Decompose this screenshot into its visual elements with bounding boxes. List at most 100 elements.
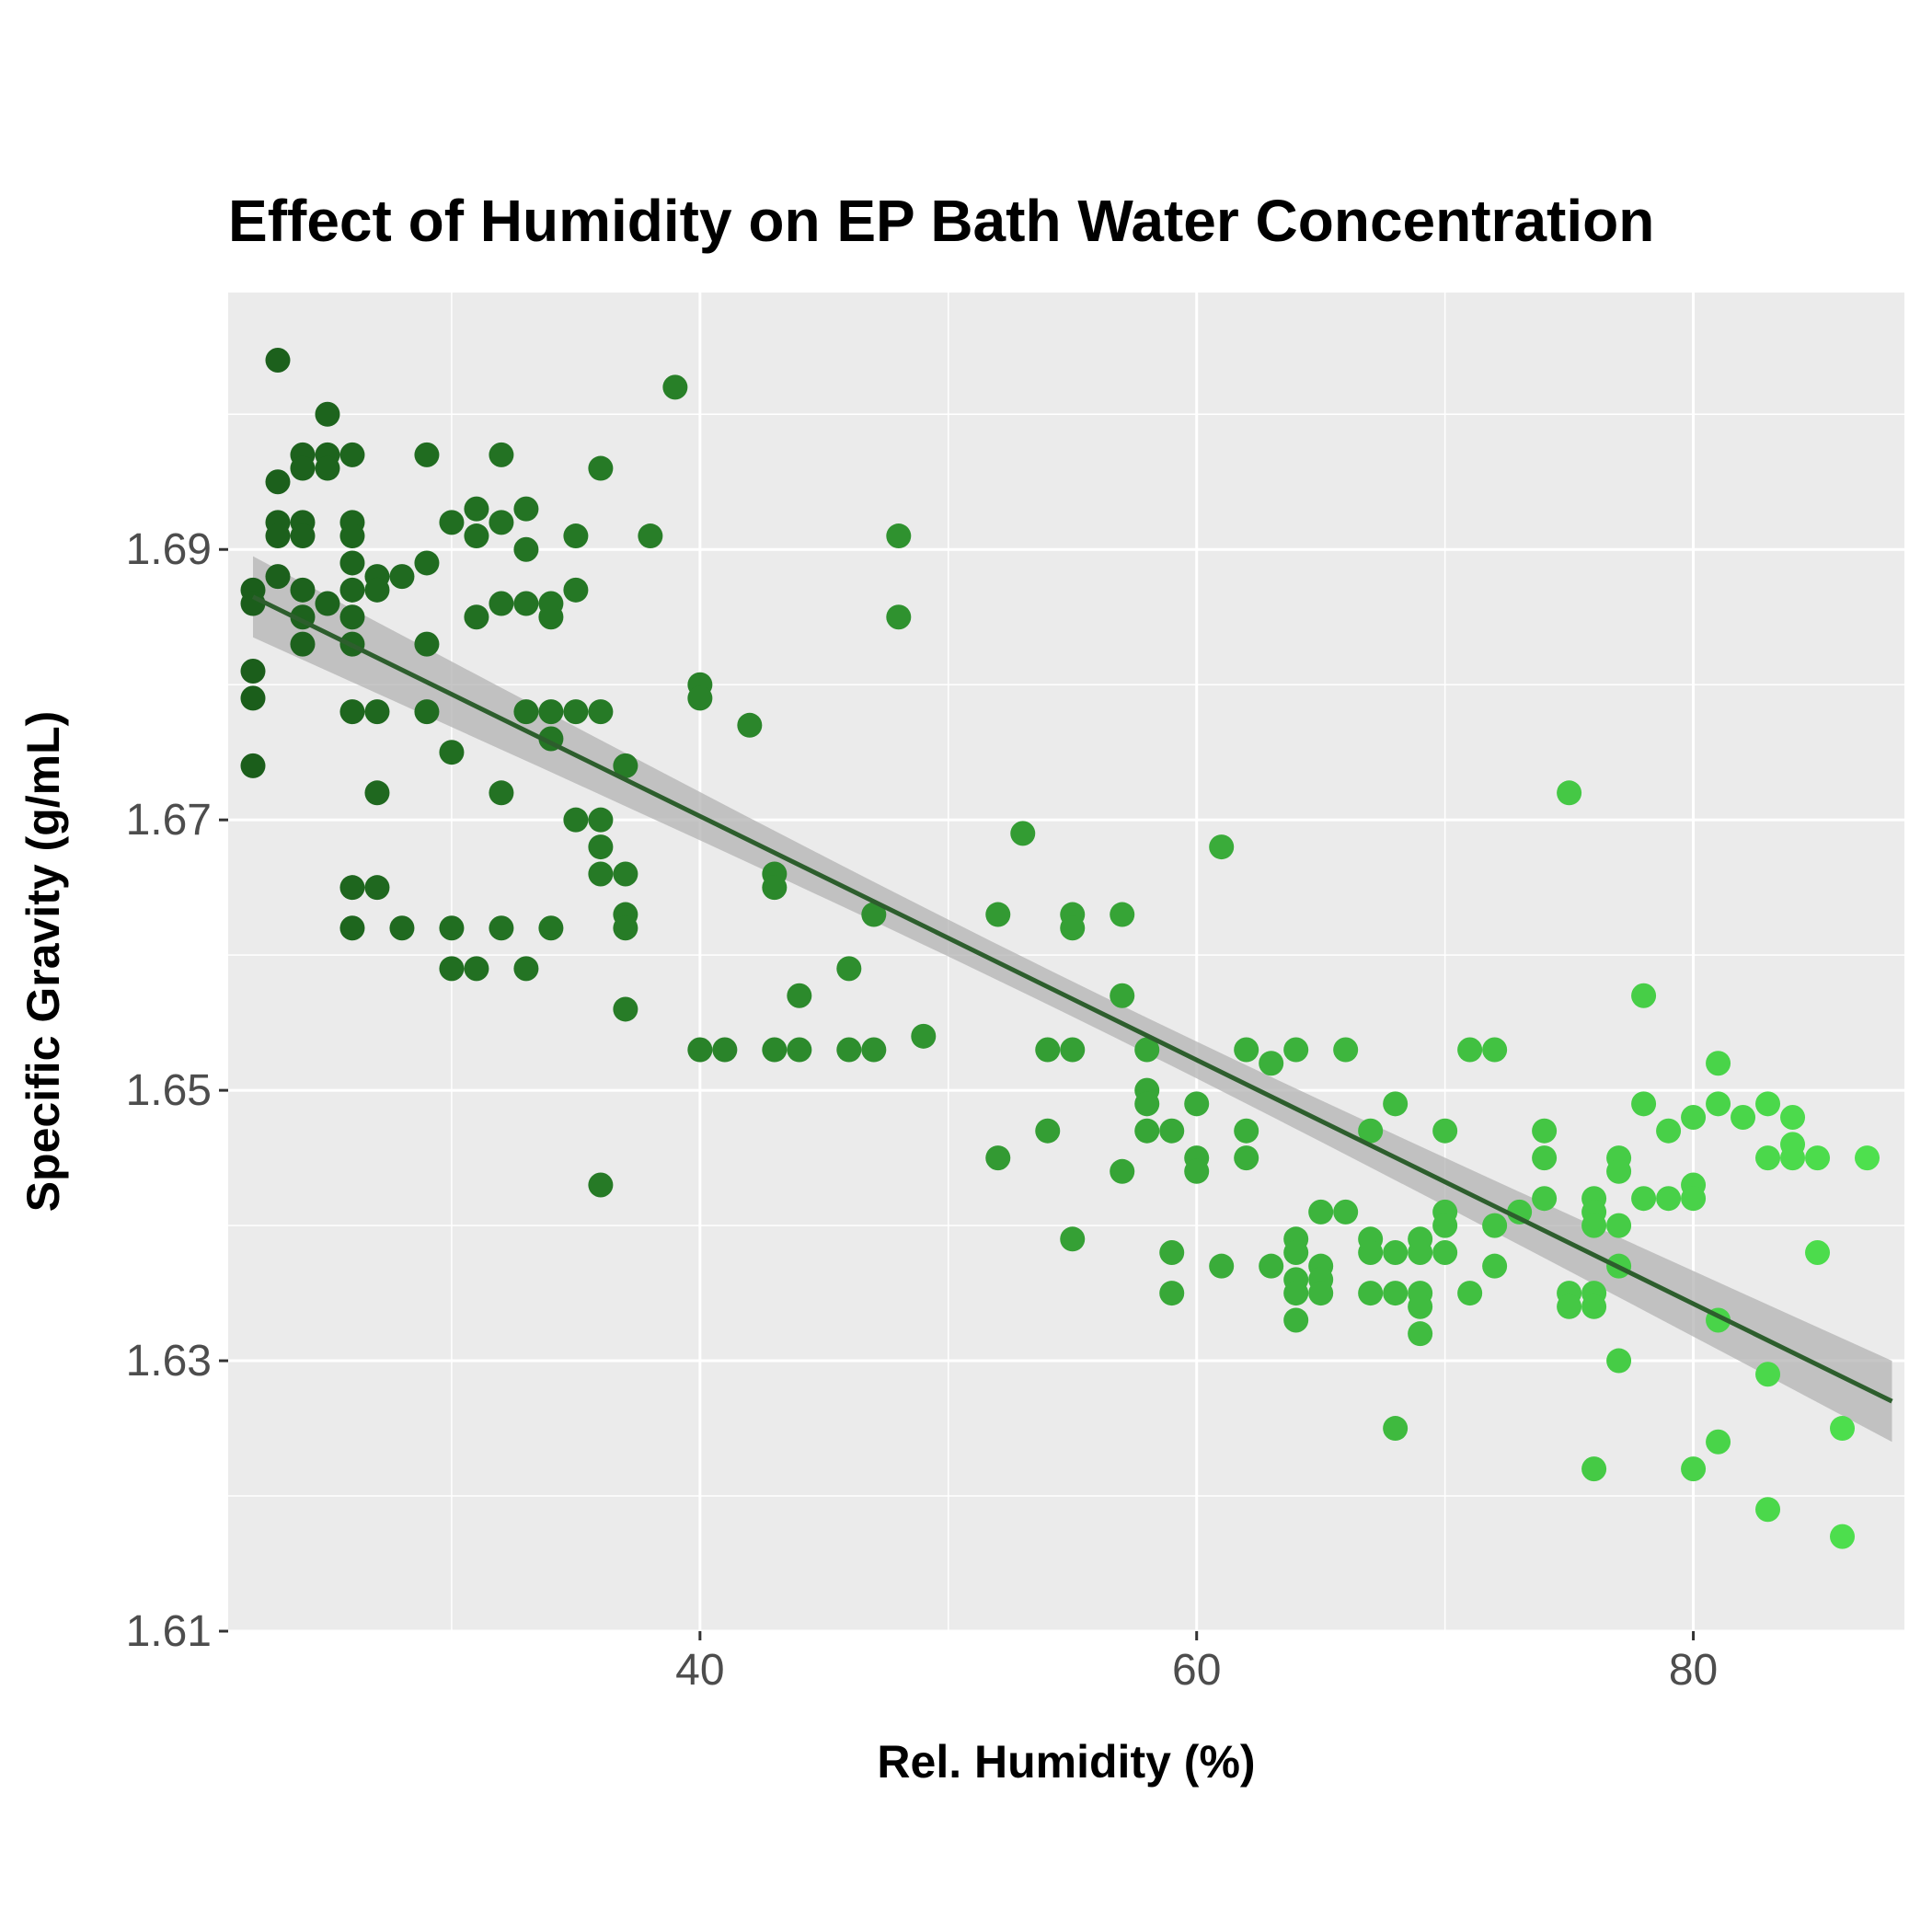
data-point xyxy=(513,956,539,982)
data-point xyxy=(1383,1239,1409,1265)
data-point xyxy=(985,1145,1011,1171)
data-point xyxy=(339,442,365,467)
data-point xyxy=(339,523,365,549)
data-point xyxy=(1482,1213,1508,1238)
data-point xyxy=(1408,1239,1433,1265)
data-point xyxy=(861,1037,887,1063)
data-point xyxy=(1606,1348,1632,1374)
data-point xyxy=(662,374,688,400)
data-point xyxy=(1060,915,1086,941)
data-point xyxy=(588,834,614,860)
data-point xyxy=(439,740,465,765)
data-point xyxy=(1283,1037,1309,1063)
data-point xyxy=(1308,1281,1334,1306)
data-point xyxy=(1755,1145,1781,1171)
data-point xyxy=(588,699,614,725)
data-point xyxy=(588,807,614,833)
data-point xyxy=(613,861,638,887)
data-point xyxy=(489,510,514,535)
data-point xyxy=(1805,1145,1831,1171)
data-point xyxy=(414,699,440,725)
data-point xyxy=(1184,1158,1210,1184)
data-point xyxy=(1333,1037,1359,1063)
data-point xyxy=(1532,1118,1558,1144)
data-point xyxy=(1532,1186,1558,1212)
data-point xyxy=(1283,1239,1309,1265)
data-point xyxy=(1830,1416,1856,1442)
data-point xyxy=(638,523,663,549)
data-point xyxy=(1383,1091,1409,1117)
data-point xyxy=(1681,1186,1707,1212)
data-point xyxy=(1110,1158,1135,1184)
data-point xyxy=(712,1037,738,1063)
data-point xyxy=(1234,1118,1259,1144)
data-point xyxy=(1656,1118,1682,1144)
data-point xyxy=(315,591,340,616)
y-tick-label: 1.63 xyxy=(126,1337,212,1386)
y-tick-label: 1.65 xyxy=(126,1066,212,1115)
data-point xyxy=(240,685,266,711)
points-layer xyxy=(240,347,1880,1549)
data-point xyxy=(1184,1091,1210,1117)
data-point xyxy=(1482,1253,1508,1279)
data-point xyxy=(787,983,812,1008)
data-point xyxy=(1755,1091,1781,1117)
data-point xyxy=(1134,1037,1160,1063)
data-point xyxy=(861,902,887,927)
data-point xyxy=(1308,1199,1334,1225)
data-point xyxy=(762,875,788,901)
data-point xyxy=(1507,1199,1533,1225)
data-point xyxy=(1855,1145,1880,1171)
data-point xyxy=(1110,983,1135,1008)
data-point xyxy=(240,753,266,778)
data-point xyxy=(1383,1416,1409,1442)
data-point xyxy=(290,523,316,549)
data-point xyxy=(1134,1118,1160,1144)
x-axis: 40 60 80 xyxy=(675,1631,1718,1695)
data-point xyxy=(563,699,589,725)
data-point xyxy=(1259,1051,1284,1076)
data-point xyxy=(414,631,440,657)
data-point xyxy=(1358,1118,1384,1144)
data-point xyxy=(538,604,564,630)
data-point xyxy=(1408,1321,1433,1347)
data-point xyxy=(265,469,291,495)
data-point xyxy=(464,956,489,982)
data-point xyxy=(290,577,316,603)
data-point xyxy=(489,591,514,616)
data-point xyxy=(489,915,514,941)
data-point xyxy=(1432,1118,1458,1144)
data-point xyxy=(1581,1456,1607,1482)
data-point xyxy=(339,604,365,630)
data-point xyxy=(588,455,614,481)
data-point xyxy=(1035,1118,1061,1144)
data-point xyxy=(290,455,316,481)
y-tick-label: 1.67 xyxy=(126,796,212,845)
data-point xyxy=(1706,1091,1731,1117)
data-point xyxy=(1060,1226,1086,1252)
data-point xyxy=(563,577,589,603)
data-point xyxy=(1606,1213,1632,1238)
data-point xyxy=(1706,1051,1731,1076)
chart-title: Effect of Humidity on EP Bath Water Conc… xyxy=(228,188,1654,254)
data-point xyxy=(315,401,340,427)
data-point xyxy=(1457,1281,1483,1306)
data-point xyxy=(836,1037,862,1063)
data-point xyxy=(1457,1037,1483,1063)
data-point xyxy=(513,496,539,522)
data-point xyxy=(1209,1253,1235,1279)
data-point xyxy=(513,536,539,562)
data-point xyxy=(613,753,638,778)
data-point xyxy=(563,807,589,833)
regression-layer xyxy=(251,594,1893,1404)
data-point xyxy=(364,780,390,806)
data-point xyxy=(1606,1158,1632,1184)
x-tick-label: 40 xyxy=(675,1646,724,1695)
data-point xyxy=(1780,1105,1806,1131)
data-point xyxy=(1234,1145,1259,1171)
data-point xyxy=(513,699,539,725)
grid-major xyxy=(228,293,1904,1633)
data-point xyxy=(762,1037,788,1063)
data-point xyxy=(911,1023,937,1049)
data-point xyxy=(1706,1429,1731,1455)
